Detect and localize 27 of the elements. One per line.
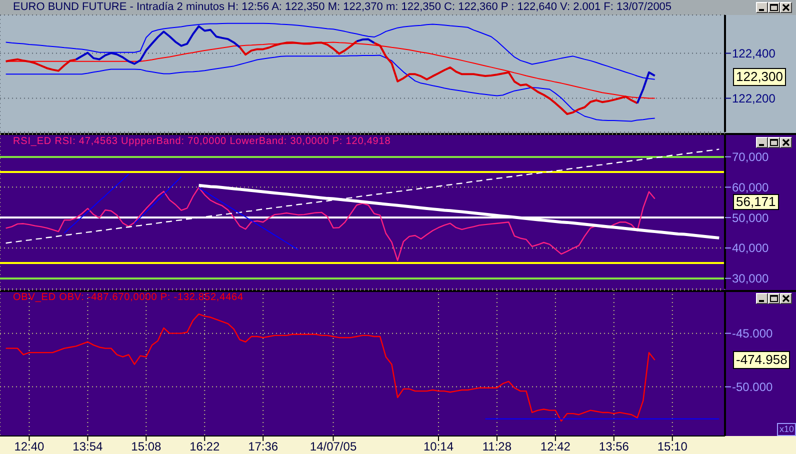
x-tick-label: 11:28 <box>482 440 512 454</box>
y-tick-label: -45.000 <box>732 326 774 341</box>
y-tick-label: 30,000 <box>732 272 770 286</box>
y-tick-label: 50,000 <box>732 210 770 225</box>
x-tick-label: 15:10 <box>657 440 688 454</box>
y-tick-label: 122,200 <box>732 92 776 106</box>
y-tick-label: 40,000 <box>732 241 770 256</box>
y-tick-label: 122,400 <box>732 46 776 61</box>
x-tick-label: 10:14 <box>423 440 454 454</box>
chart-title: RSI_ED RSI: 47,4563 UppperBand: 70,0000 LowerBand: 30,0000 P: 120,4918 <box>13 136 391 148</box>
text: -474.958 <box>733 351 790 369</box>
x-tick-label: 12:40 <box>14 440 45 454</box>
x-tick-label: 13:56 <box>598 440 630 454</box>
x-tick-label: 14/07/05 <box>310 440 357 454</box>
x-tick-label: 16:22 <box>190 440 220 454</box>
x-tick-label: 17:36 <box>248 440 278 454</box>
text: 56,171 <box>733 194 779 210</box>
text: 122,300 <box>733 68 786 86</box>
x-tick-label: 13:54 <box>72 440 104 454</box>
y-tick-label: 60,000 <box>732 180 770 194</box>
chart-title: EURO BUND FUTURE - Intradía 2 minutos H: 12:56 A: 122,350 M: 122,370 m: 122,350 C: 122,360 P : 122,640 V: 2.001 F: 13/07/2005 <box>13 1 672 13</box>
text: x10 <box>777 423 796 436</box>
x-tick-label: 15:08 <box>131 440 162 454</box>
x-tick-label: 12:42 <box>540 440 571 454</box>
chart-title: OBV_ED OBV: -487.670,0000 P: -132.852,4464 <box>13 292 244 304</box>
y-tick-label: -50.000 <box>732 380 774 394</box>
y-tick-label: 70,000 <box>732 150 770 164</box>
